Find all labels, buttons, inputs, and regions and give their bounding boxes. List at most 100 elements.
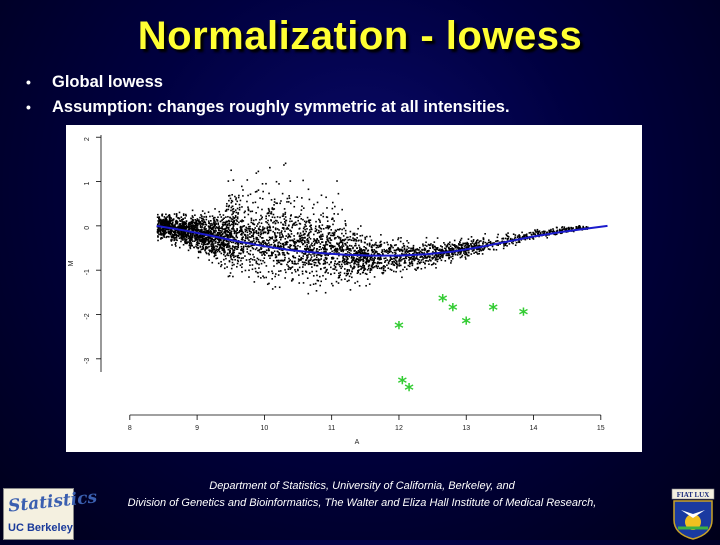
data-point xyxy=(249,193,252,196)
outlier-star: * xyxy=(488,300,498,321)
data-point xyxy=(245,226,248,229)
data-point xyxy=(173,213,176,215)
data-point xyxy=(197,220,200,222)
data-point xyxy=(448,249,451,251)
data-point xyxy=(285,271,287,274)
data-point xyxy=(209,232,212,234)
data-point xyxy=(280,221,282,224)
data-point xyxy=(262,243,264,246)
data-point xyxy=(371,266,374,269)
data-point xyxy=(301,272,304,275)
data-point xyxy=(220,227,222,230)
data-point xyxy=(371,264,373,266)
data-point xyxy=(184,235,187,237)
data-point xyxy=(331,218,333,221)
data-point xyxy=(209,223,211,225)
data-point xyxy=(368,245,371,247)
data-point xyxy=(207,220,210,222)
data-point xyxy=(315,229,318,231)
data-point xyxy=(291,226,293,229)
data-point xyxy=(319,254,322,256)
data-point xyxy=(424,266,426,269)
data-point xyxy=(241,270,243,273)
data-point xyxy=(365,258,368,261)
data-point xyxy=(194,214,196,216)
data-point xyxy=(325,196,327,199)
data-point xyxy=(188,236,191,239)
data-point xyxy=(308,249,311,252)
data-point xyxy=(250,219,253,221)
data-point xyxy=(268,210,271,213)
data-point xyxy=(286,251,289,254)
data-point xyxy=(344,220,347,222)
data-point xyxy=(199,234,202,236)
data-point xyxy=(315,258,318,261)
data-point xyxy=(252,233,255,236)
data-point xyxy=(292,278,294,280)
data-point xyxy=(375,264,378,267)
data-point xyxy=(518,236,521,238)
data-point xyxy=(259,225,261,228)
data-point xyxy=(230,199,233,202)
data-point xyxy=(211,247,213,250)
data-point xyxy=(369,235,371,238)
data-point xyxy=(185,239,187,242)
data-point xyxy=(439,253,442,256)
data-point xyxy=(440,250,443,252)
data-point xyxy=(278,236,281,239)
data-point xyxy=(213,230,216,232)
data-point xyxy=(344,238,346,241)
lowess-curve xyxy=(156,224,608,257)
data-point xyxy=(247,206,249,209)
data-point xyxy=(546,232,548,234)
data-point xyxy=(212,248,215,250)
data-point xyxy=(307,292,310,295)
data-point xyxy=(434,259,437,261)
data-point xyxy=(292,240,295,242)
data-point xyxy=(431,256,433,259)
data-point xyxy=(412,246,415,249)
data-point xyxy=(325,254,328,256)
data-point xyxy=(161,228,163,230)
data-point xyxy=(228,195,230,197)
data-point xyxy=(230,233,233,235)
data-point xyxy=(255,238,258,240)
data-point xyxy=(267,231,270,233)
data-point xyxy=(452,248,455,250)
data-point xyxy=(462,250,465,252)
data-point xyxy=(486,242,488,245)
data-point xyxy=(169,229,172,231)
data-point xyxy=(375,244,378,247)
data-point xyxy=(355,252,357,254)
data-point xyxy=(422,243,424,246)
data-point xyxy=(296,248,298,251)
data-point xyxy=(229,251,231,253)
data-point xyxy=(310,227,312,229)
data-point xyxy=(297,260,300,262)
data-point xyxy=(476,253,479,255)
data-point xyxy=(339,265,341,268)
data-point xyxy=(380,251,383,254)
data-point xyxy=(357,269,359,272)
data-point xyxy=(239,242,242,245)
data-point xyxy=(244,239,246,242)
data-point xyxy=(404,259,406,262)
data-point xyxy=(260,251,263,254)
data-point xyxy=(178,246,181,249)
data-point xyxy=(297,240,300,243)
data-point xyxy=(171,226,174,228)
data-point xyxy=(337,276,340,279)
data-point xyxy=(379,245,381,248)
data-point xyxy=(174,230,177,233)
data-point xyxy=(251,240,254,243)
data-point xyxy=(336,235,339,238)
data-point xyxy=(241,206,243,208)
data-point xyxy=(337,213,339,215)
data-point xyxy=(369,269,372,272)
data-point xyxy=(275,259,278,262)
data-point xyxy=(216,231,219,234)
data-point xyxy=(161,233,163,235)
data-point xyxy=(343,227,345,230)
data-point xyxy=(320,248,323,251)
data-point xyxy=(234,209,237,211)
